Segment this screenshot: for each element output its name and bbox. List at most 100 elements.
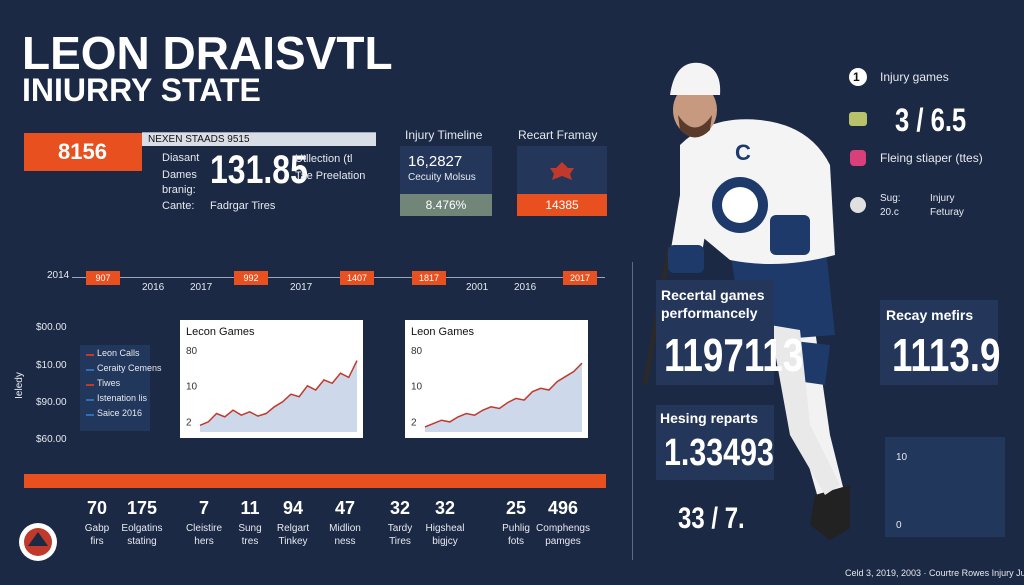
label: Cante: xyxy=(162,200,195,212)
note: Injury xyxy=(930,193,955,204)
captain-c: C xyxy=(735,140,751,165)
badge: 8156 xyxy=(24,133,142,171)
panel xyxy=(400,146,492,194)
stat-value: 47 xyxy=(334,498,356,518)
stat-label: Tires xyxy=(389,536,411,547)
label: Diasant xyxy=(162,152,200,164)
metric-value: 1113.9 xyxy=(892,329,1001,381)
icon xyxy=(850,197,866,213)
legend-swatch xyxy=(86,399,94,401)
stat-label: Higsheal xyxy=(425,523,465,534)
stat-value: 25 xyxy=(505,498,527,518)
stat-label: Midlion xyxy=(329,523,361,534)
beard xyxy=(678,115,712,138)
glove xyxy=(668,245,704,273)
legend-label: Saice 2016 xyxy=(97,408,143,418)
stat-value: 94 xyxy=(282,498,304,518)
y-tick-label: 80 xyxy=(186,346,198,357)
timeline-year: 2017 xyxy=(190,282,213,293)
panel-caption: Cecuity Molsus xyxy=(408,172,476,183)
timeline-year: 2016 xyxy=(142,282,165,293)
crest-inner xyxy=(722,187,758,223)
icon xyxy=(550,162,574,180)
ratio2: 33 / 7. xyxy=(678,502,745,535)
axis-label: $00.00 xyxy=(36,322,67,333)
stat-value: 11 xyxy=(240,498,260,518)
timeline-marker: 907 xyxy=(86,271,120,285)
metric-panel xyxy=(656,280,774,385)
social: Fleing stiaper (ttes) xyxy=(880,151,983,165)
stat-label: Cleistire xyxy=(185,523,223,534)
stat-label: pamges xyxy=(545,536,581,547)
rank-label: Injury games xyxy=(880,70,949,84)
rate: 8.476% xyxy=(400,194,492,216)
stat-value: 175 xyxy=(126,498,158,518)
metric-value: 1197113 xyxy=(664,329,804,381)
y-tick-label: 80 xyxy=(411,346,423,357)
legend-swatch xyxy=(86,369,94,371)
legend-label: Ceraity Cemens xyxy=(97,363,162,373)
legend-label: Leon Calls xyxy=(97,348,140,358)
big-value: 131.85 xyxy=(210,148,308,192)
stat-label: tres xyxy=(241,536,259,547)
chart-title: Lecon Games xyxy=(186,326,255,338)
axis-label: $60.00 xyxy=(36,434,67,445)
timeline-year: 2001 xyxy=(466,282,489,293)
timeline-marker: 2017 xyxy=(563,271,597,285)
vertical-divider xyxy=(632,262,633,560)
stat-value: 7 xyxy=(198,498,209,518)
y-tick-label: 2 xyxy=(411,417,417,428)
note: Tae Preelation xyxy=(295,170,366,182)
bar-label: 0 xyxy=(896,520,902,531)
metric-panel xyxy=(656,405,774,480)
note: 20.c xyxy=(880,207,899,218)
stat-value: 32 xyxy=(389,498,411,518)
icon xyxy=(849,112,867,126)
metric-title: Recertal games xyxy=(661,287,765,303)
stat-label: Tardy xyxy=(387,523,413,534)
logo-mark xyxy=(28,532,48,546)
timeline-line xyxy=(72,277,605,278)
icons xyxy=(849,68,867,213)
stat-label: stating xyxy=(127,536,157,547)
stat-value: 32 xyxy=(434,498,456,518)
bar-label: 10 xyxy=(896,452,908,463)
chart-title: Leon Games xyxy=(411,326,474,338)
bar-panel xyxy=(885,437,1005,537)
timeline-start: 2014 xyxy=(47,270,70,281)
rank: 1 xyxy=(853,70,860,84)
timeline-marker: 1407 xyxy=(340,271,374,285)
label: branig: xyxy=(162,184,196,196)
y-tick-label: 2 xyxy=(186,417,192,428)
footer: Fadrgar Tires xyxy=(210,200,276,212)
stat-value: 70 xyxy=(86,498,108,518)
banner: NEXEN STAADS 9515 xyxy=(142,132,376,146)
note: Utllection (tl xyxy=(295,153,353,165)
axis-label: $90.00 xyxy=(36,397,67,408)
recent-value: 14385 xyxy=(517,194,607,216)
legend-label: Tiwes xyxy=(97,378,121,388)
helmet xyxy=(670,62,721,95)
panel-title: Injury Timeline xyxy=(405,128,483,142)
stat-label: Eolgatins xyxy=(121,523,163,534)
stat-label: Gabp xyxy=(84,523,110,534)
line xyxy=(424,362,583,428)
timeline-year: 2016 xyxy=(514,282,537,293)
legend-swatch xyxy=(86,354,94,356)
legend-label: Istenation lis xyxy=(97,393,148,403)
glove2 xyxy=(770,215,810,255)
note: Feturay xyxy=(930,207,964,218)
stat-label: Sung xyxy=(238,523,262,534)
skate xyxy=(810,485,850,540)
divider xyxy=(24,474,606,488)
metric-panel xyxy=(880,300,998,385)
metric-title: Recay mefirs xyxy=(886,307,974,323)
stat-label: ness xyxy=(334,536,356,547)
metric-value: 1.33493 xyxy=(664,432,774,474)
label: Dames xyxy=(162,169,197,181)
title: LEON DRAISVTL xyxy=(22,27,393,79)
legend-swatch xyxy=(86,414,94,416)
stat-value: 496 xyxy=(547,498,579,518)
panel-value: 16,2827 xyxy=(408,153,463,170)
